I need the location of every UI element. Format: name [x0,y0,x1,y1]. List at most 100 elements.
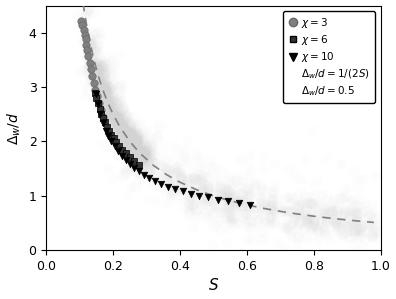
Point [111,112,118,117]
Point [92,60,98,65]
Point [141,149,147,154]
Point [119,132,125,137]
Point [220,205,226,210]
Point [103,94,109,99]
Point [333,220,339,225]
Point [114,121,121,126]
Point [124,193,131,198]
Point [286,196,292,201]
Point [128,164,134,169]
Point [129,144,135,149]
Point [94,58,101,62]
Point [119,125,126,129]
Point [124,113,131,118]
Point [100,81,107,86]
Point [354,212,360,216]
Point [106,91,112,95]
Point [259,201,266,206]
Point [178,180,185,185]
Point [130,148,136,153]
Point [134,135,141,140]
Point [239,215,246,219]
Y-axis label: $\Delta_w/d$: $\Delta_w/d$ [6,111,23,145]
Point [335,223,342,228]
Point [210,243,216,248]
Point [268,189,274,194]
Point [307,216,313,220]
Point [125,153,131,158]
Point [295,222,301,227]
Point [116,127,123,132]
Point [91,74,97,78]
Point [93,46,99,51]
Point [329,220,336,225]
Point [313,228,320,233]
Point [187,210,194,215]
Point [303,204,309,209]
Point [268,214,274,219]
Point [81,94,88,99]
Point [99,83,105,88]
Point [329,209,335,214]
Point [95,80,101,85]
Point [365,223,371,228]
Point [126,139,132,144]
Point [98,62,105,67]
Point [132,138,138,143]
Point [82,33,88,37]
Point [103,88,109,93]
Point [84,55,90,60]
Point [134,153,141,158]
Point [82,37,89,42]
Point [125,135,131,140]
Point [133,155,140,159]
Point [116,152,123,157]
Point [85,54,91,59]
Point [121,137,128,141]
Point [216,190,223,195]
Point [150,161,157,166]
Point [112,102,119,107]
Point [302,214,308,219]
Point [112,115,118,120]
Point [355,227,361,232]
Point [150,179,156,184]
Point [175,176,182,181]
Point [213,197,220,202]
Point [108,112,114,117]
Point [346,184,353,189]
Point [92,62,99,66]
Point [80,14,87,19]
Point [168,189,175,194]
Point [224,186,230,191]
Point [133,169,139,174]
Point [295,205,301,210]
Point [129,134,135,139]
Point [98,88,105,93]
Point [303,217,310,222]
Point [91,64,97,69]
Point [127,142,133,147]
Point [368,233,374,238]
Point [295,175,301,180]
Point [149,181,156,185]
Point [339,221,346,226]
Point [363,203,369,208]
Point [352,208,358,213]
Point [86,60,93,65]
Point [142,150,148,154]
Point [343,195,350,199]
Point [126,136,132,141]
Point [90,70,97,75]
Point [120,112,127,117]
Point [116,124,123,129]
Point [377,224,384,229]
Point [119,127,125,132]
Point [295,210,302,215]
Point [126,142,132,147]
Point [113,118,120,123]
Point [129,147,135,151]
Point [92,80,98,85]
Point [135,153,141,158]
Point [74,25,80,30]
